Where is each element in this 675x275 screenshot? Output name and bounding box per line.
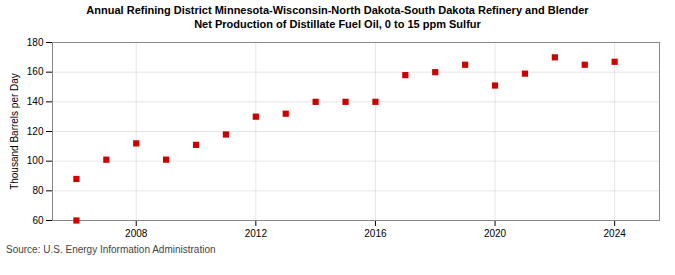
svg-text:2008: 2008	[125, 227, 148, 238]
svg-text:2016: 2016	[364, 227, 387, 238]
html-text:Annual Refining District Minne: Annual Refining District Minnesota-Wisco…	[86, 4, 589, 31]
svg-text:140: 140	[27, 96, 44, 107]
svg-text:80: 80	[32, 185, 44, 196]
svg-text:160: 160	[27, 66, 44, 77]
svg-text:2012: 2012	[245, 227, 268, 238]
svg-text:180: 180	[27, 36, 44, 47]
svg-text:100: 100	[27, 155, 44, 166]
svg-text:120: 120	[27, 125, 44, 136]
svg-text:2024: 2024	[604, 227, 627, 238]
html-text:Source: U.S. Energy Informatio: Source: U.S. Energy Information Administ…	[6, 243, 216, 255]
svg-text:2020: 2020	[484, 227, 507, 238]
svg-text:60: 60	[32, 214, 44, 225]
svg-text:Thousand Barrels per Day: Thousand Barrels per Day	[9, 73, 20, 190]
